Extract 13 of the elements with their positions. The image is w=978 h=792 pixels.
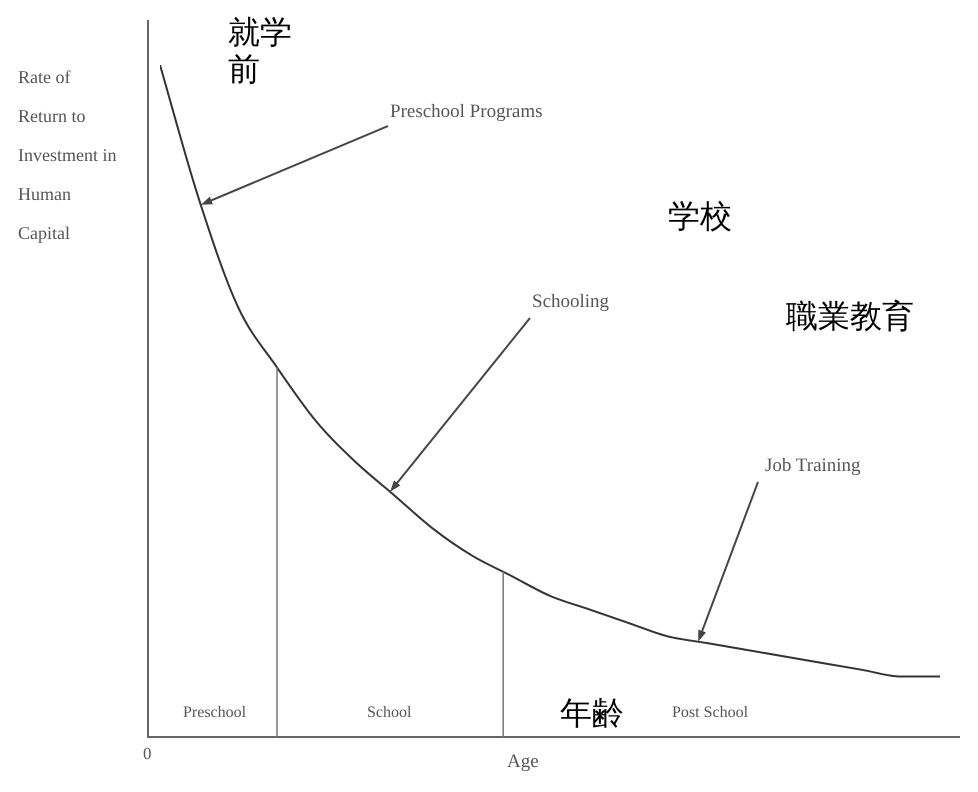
annotation: Schooling	[532, 290, 610, 314]
annotation: 職業教育	[786, 297, 914, 335]
annotation: 就学前	[228, 13, 293, 88]
annotation: Post School	[672, 704, 748, 721]
annotation: Preschool Programs	[390, 100, 543, 124]
annotation: 学校	[668, 197, 732, 235]
annotation: Job Training	[765, 454, 861, 478]
annotation: 年齢	[560, 694, 624, 732]
annotation: School	[367, 704, 412, 721]
y-axis-title: Rate of Return to Investment in Human Capital	[18, 66, 118, 245]
annotation: Preschool	[183, 704, 246, 721]
x-axis-title: Age	[507, 751, 539, 772]
text: 0	[143, 744, 152, 763]
